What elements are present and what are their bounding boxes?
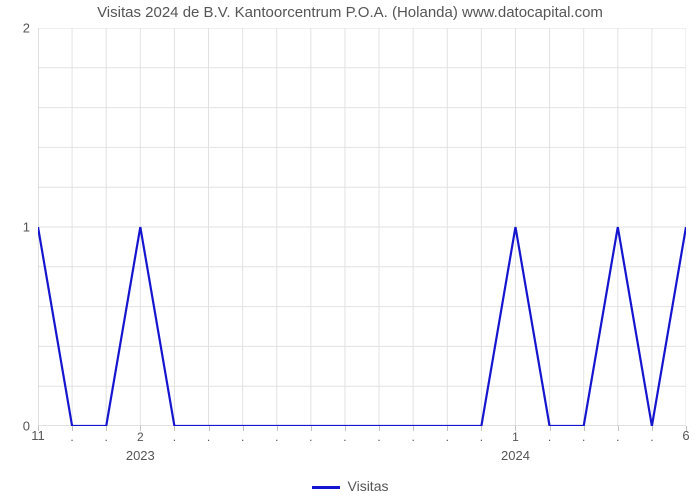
y-tick-label: 1 [23,220,30,235]
x-minor-label: . [480,430,483,444]
y-tick-label: 2 [23,21,30,36]
x-year-label: 2023 [126,448,155,463]
x-minor-label: . [173,430,176,444]
x-minor-label: . [582,430,585,444]
x-minor-label: . [105,430,108,444]
x-minor-label: . [548,430,551,444]
legend-label: Visitas [348,478,389,494]
x-minor-label: . [309,430,312,444]
chart-title: Visitas 2024 de B.V. Kantoorcentrum P.O.… [0,4,700,21]
x-year-label: 2024 [501,448,530,463]
x-minor-label: . [207,430,210,444]
legend: Visitas [0,478,700,494]
x-minor-label: . [241,430,244,444]
data-line [38,227,686,426]
chart-container: Visitas 2024 de B.V. Kantoorcentrum P.O.… [0,0,700,500]
plot-area: 012................1162202312024 [38,28,686,426]
x-minor-label: . [377,430,380,444]
y-tick-label: 0 [23,419,30,434]
legend-swatch [312,486,340,489]
x-outer-label: 6 [682,428,689,443]
x-minor-label: . [411,430,414,444]
x-minor-label: . [616,430,619,444]
x-outer-label: 11 [31,428,45,443]
x-minor-label: . [650,430,653,444]
x-minor-label: . [446,430,449,444]
x-minor-label: . [343,430,346,444]
x-major-label: 2 [137,430,144,444]
x-major-label: 1 [512,430,519,444]
x-minor-label: . [70,430,73,444]
chart-svg [38,28,686,426]
x-minor-label: . [275,430,278,444]
